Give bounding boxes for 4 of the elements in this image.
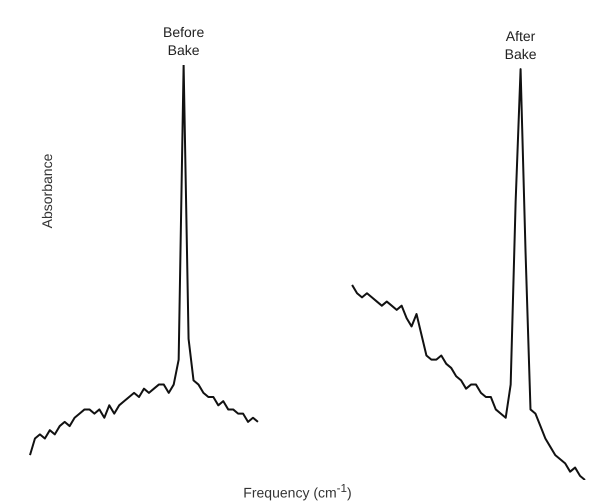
- series-label: Before Bake: [162, 24, 204, 58]
- x-axis-title: Frequency (cm$^{-1}$): [242, 482, 353, 501]
- y-axis-title: Absorbance: [39, 152, 55, 230]
- series-label: After Bake: [504, 28, 537, 62]
